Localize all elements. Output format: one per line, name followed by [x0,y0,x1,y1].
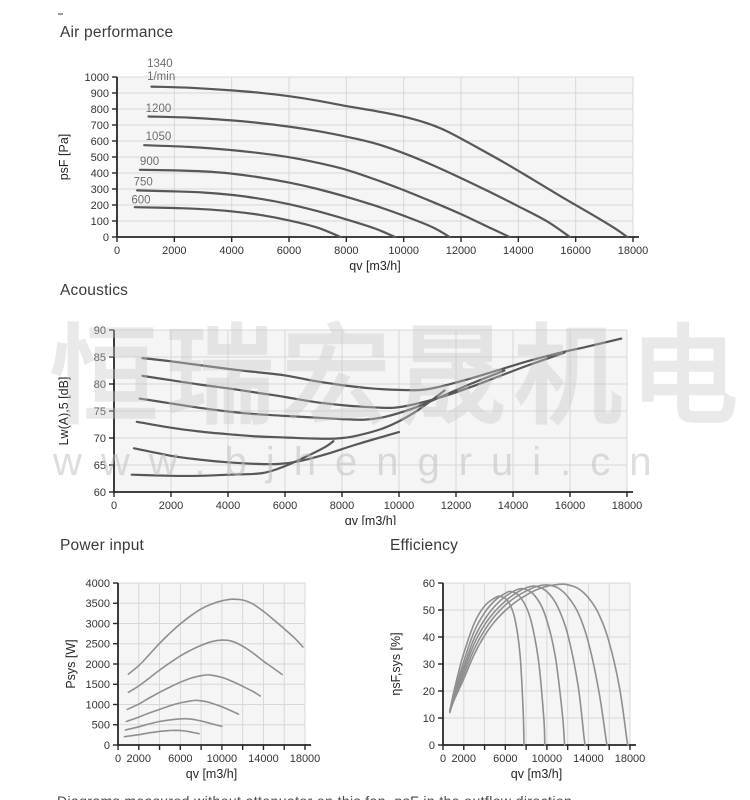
svg-text:50: 50 [423,605,435,617]
svg-text:6000: 6000 [493,753,517,765]
svg-text:18000: 18000 [615,753,646,765]
svg-text:500: 500 [92,720,110,732]
svg-text:1000: 1000 [86,699,110,711]
svg-text:1/min: 1/min [147,71,175,83]
svg-text:16000: 16000 [555,500,586,512]
svg-text:10000: 10000 [388,245,419,257]
svg-text:10000: 10000 [532,753,563,765]
svg-text:qv [m3/h]: qv [m3/h] [511,767,562,781]
svg-text:80: 80 [94,379,106,391]
svg-text:600: 600 [91,136,109,148]
svg-text:85: 85 [94,352,106,364]
svg-text:3000: 3000 [86,618,110,630]
svg-text:18000: 18000 [618,245,649,257]
svg-text:700: 700 [91,120,109,132]
svg-text:2000: 2000 [162,245,186,257]
svg-text:70: 70 [94,433,106,445]
svg-text:16000: 16000 [560,245,591,257]
svg-text:900: 900 [140,156,159,168]
svg-text:65: 65 [94,460,106,472]
air-performance-title: Air performance [60,24,174,41]
svg-text:qv [m3/h]: qv [m3/h] [186,767,237,781]
svg-text:Lw(A),5 [dB]: Lw(A),5 [dB] [57,377,71,446]
svg-text:2000: 2000 [159,500,183,512]
svg-text:300: 300 [91,184,109,196]
svg-text:20: 20 [423,686,435,698]
svg-text:1050: 1050 [146,131,172,143]
svg-text:0: 0 [429,740,435,752]
svg-text:10: 10 [423,713,435,725]
svg-text:600: 600 [131,194,150,206]
svg-text:2500: 2500 [86,639,110,651]
svg-text:psF [Pa]: psF [Pa] [57,134,71,181]
footnote-text: Diagrams measured without attenuator on … [57,793,717,800]
svg-text:0: 0 [114,245,120,257]
svg-text:18000: 18000 [612,500,643,512]
svg-text:60: 60 [423,578,435,590]
svg-text:4000: 4000 [216,500,240,512]
svg-text:6000: 6000 [273,500,297,512]
svg-text:10000: 10000 [384,500,415,512]
svg-text:Psys [W]: Psys [W] [64,639,78,688]
svg-text:6000: 6000 [168,753,192,765]
efficiency-chart: 0 10 20 30 40 50 60 0 2000 6000 10000 14000 18000 qv … [380,560,660,798]
scan-artifact-dot [58,13,63,15]
svg-text:75: 75 [94,406,106,418]
svg-text:800: 800 [91,104,109,116]
svg-text:8000: 8000 [334,245,358,257]
svg-text:2000: 2000 [86,659,110,671]
svg-text:ηsF,sys [%]: ηsF,sys [%] [389,632,403,695]
svg-text:qv [m3/h]: qv [m3/h] [345,514,396,525]
svg-text:100: 100 [91,216,109,228]
svg-text:30: 30 [423,659,435,671]
power-input-title: Power input [60,537,145,554]
air-performance-chart: 0 100 200 300 400 500 600 700 800 900 1000 0 2000 400… [55,48,700,280]
acoustics-title: Acoustics [60,282,129,299]
svg-text:12000: 12000 [446,245,477,257]
svg-text:750: 750 [134,176,153,188]
svg-text:60: 60 [94,487,106,499]
svg-text:2000: 2000 [452,753,476,765]
efficiency-title: Efficiency [390,537,459,554]
svg-text:10000: 10000 [207,753,238,765]
svg-text:8000: 8000 [330,500,354,512]
svg-text:4000: 4000 [86,578,110,590]
svg-text:1200: 1200 [146,103,172,115]
svg-text:900: 900 [91,88,109,100]
svg-text:14000: 14000 [503,245,534,257]
svg-text:400: 400 [91,168,109,180]
svg-text:14000: 14000 [248,753,279,765]
power-input-chart: 0 500 1000 1500 2000 2500 3000 3500 4000 0 2000 600… [50,560,330,798]
svg-text:0: 0 [104,740,110,752]
svg-text:12000: 12000 [441,500,472,512]
svg-text:14000: 14000 [498,500,529,512]
svg-text:3500: 3500 [86,598,110,610]
svg-text:0: 0 [111,500,117,512]
svg-text:200: 200 [91,200,109,212]
svg-text:2000: 2000 [127,753,151,765]
svg-text:6000: 6000 [277,245,301,257]
svg-text:500: 500 [91,152,109,164]
svg-text:0: 0 [440,753,446,765]
svg-text:0: 0 [115,753,121,765]
svg-text:qv [m3/h]: qv [m3/h] [349,259,400,273]
svg-text:90: 90 [94,325,106,337]
svg-text:1500: 1500 [86,679,110,691]
svg-text:18000: 18000 [290,753,321,765]
svg-text:1000: 1000 [85,72,109,84]
acoustics-chart: 60 65 70 75 80 85 90 0 2000 4000 6000 8000 10000 1200… [55,313,700,525]
svg-text:0: 0 [103,232,109,244]
svg-text:1340: 1340 [147,58,173,70]
svg-text:4000: 4000 [219,245,243,257]
svg-text:40: 40 [423,632,435,644]
svg-text:14000: 14000 [573,753,604,765]
